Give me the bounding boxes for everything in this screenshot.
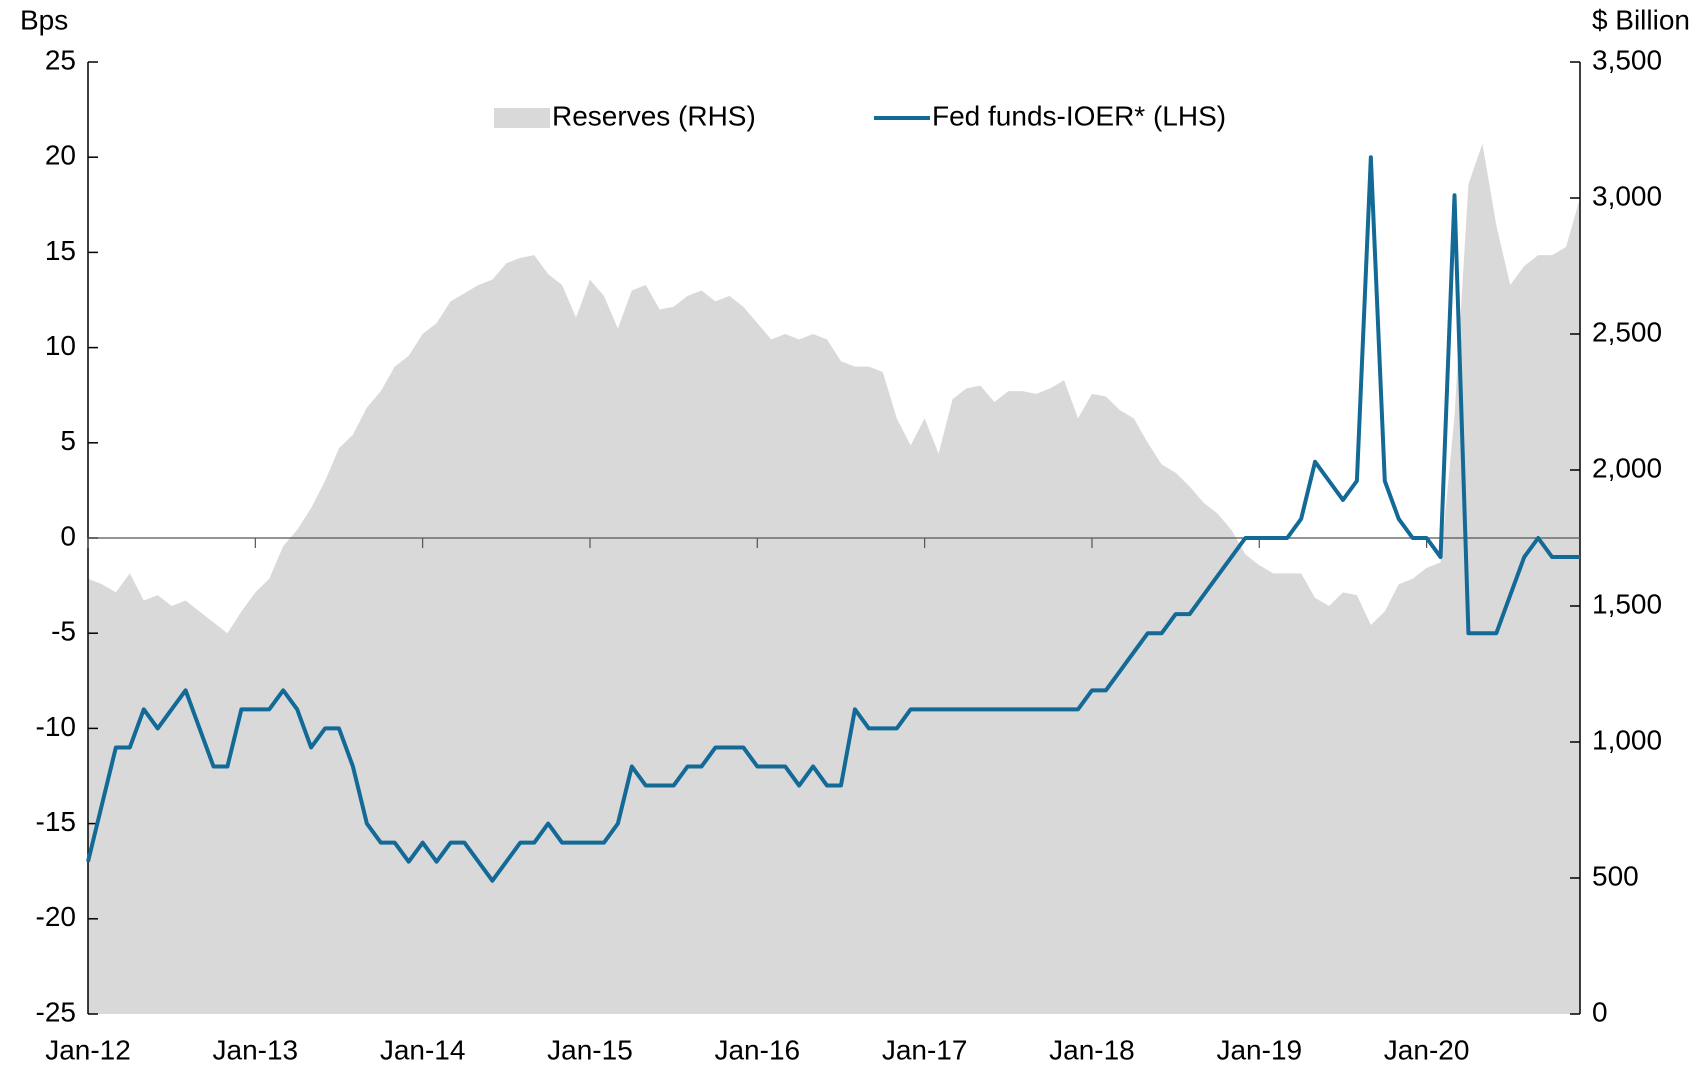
y-tick-label: 5 xyxy=(60,425,76,456)
x-tick-label: Jan-15 xyxy=(547,1034,633,1065)
x-tick-label: Jan-20 xyxy=(1384,1034,1470,1065)
y2-tick-label: 0 xyxy=(1592,996,1608,1027)
legend-label: Reserves (RHS) xyxy=(552,100,756,131)
y-tick-label: 15 xyxy=(45,235,76,266)
y-tick-label: -15 xyxy=(36,806,76,837)
y-tick-label: -20 xyxy=(36,901,76,932)
x-tick-label: Jan-14 xyxy=(380,1034,466,1065)
y2-tick-label: 1,000 xyxy=(1592,724,1662,755)
x-tick-label: Jan-19 xyxy=(1216,1034,1302,1065)
y2-tick-label: 2,500 xyxy=(1592,316,1662,347)
y2-tick-label: 3,000 xyxy=(1592,180,1662,211)
line xyxy=(86,155,1580,883)
y2-tick-label: 3,500 xyxy=(1592,44,1662,75)
y-tick-label: -10 xyxy=(36,711,76,742)
y2-tick-label: 1,500 xyxy=(1592,588,1662,619)
area xyxy=(88,143,1580,1015)
x-tick-label: Jan-17 xyxy=(882,1034,968,1065)
x-tick-label: Jan-18 xyxy=(1049,1034,1135,1065)
y-axis-label: Bps xyxy=(20,4,68,35)
y-tick-label: 20 xyxy=(45,140,76,171)
y2-axis-label: $ Billion xyxy=(1592,4,1690,35)
x-tick-label: Jan-13 xyxy=(213,1034,299,1065)
y-tick-label: -25 xyxy=(36,996,76,1027)
legend-swatch xyxy=(494,108,550,128)
y-tick-label: 25 xyxy=(45,44,76,75)
x-tick-label: Jan-16 xyxy=(714,1034,800,1065)
legend-label: Fed funds-IOER* (LHS) xyxy=(932,100,1226,131)
y-tick-label: 10 xyxy=(45,330,76,361)
x-tick-label: Jan-12 xyxy=(45,1034,131,1065)
y2-tick-label: 2,000 xyxy=(1592,452,1662,483)
y2-tick-label: 500 xyxy=(1592,860,1639,891)
y-tick-label: 0 xyxy=(60,520,76,551)
y-tick-label: -5 xyxy=(51,616,76,647)
